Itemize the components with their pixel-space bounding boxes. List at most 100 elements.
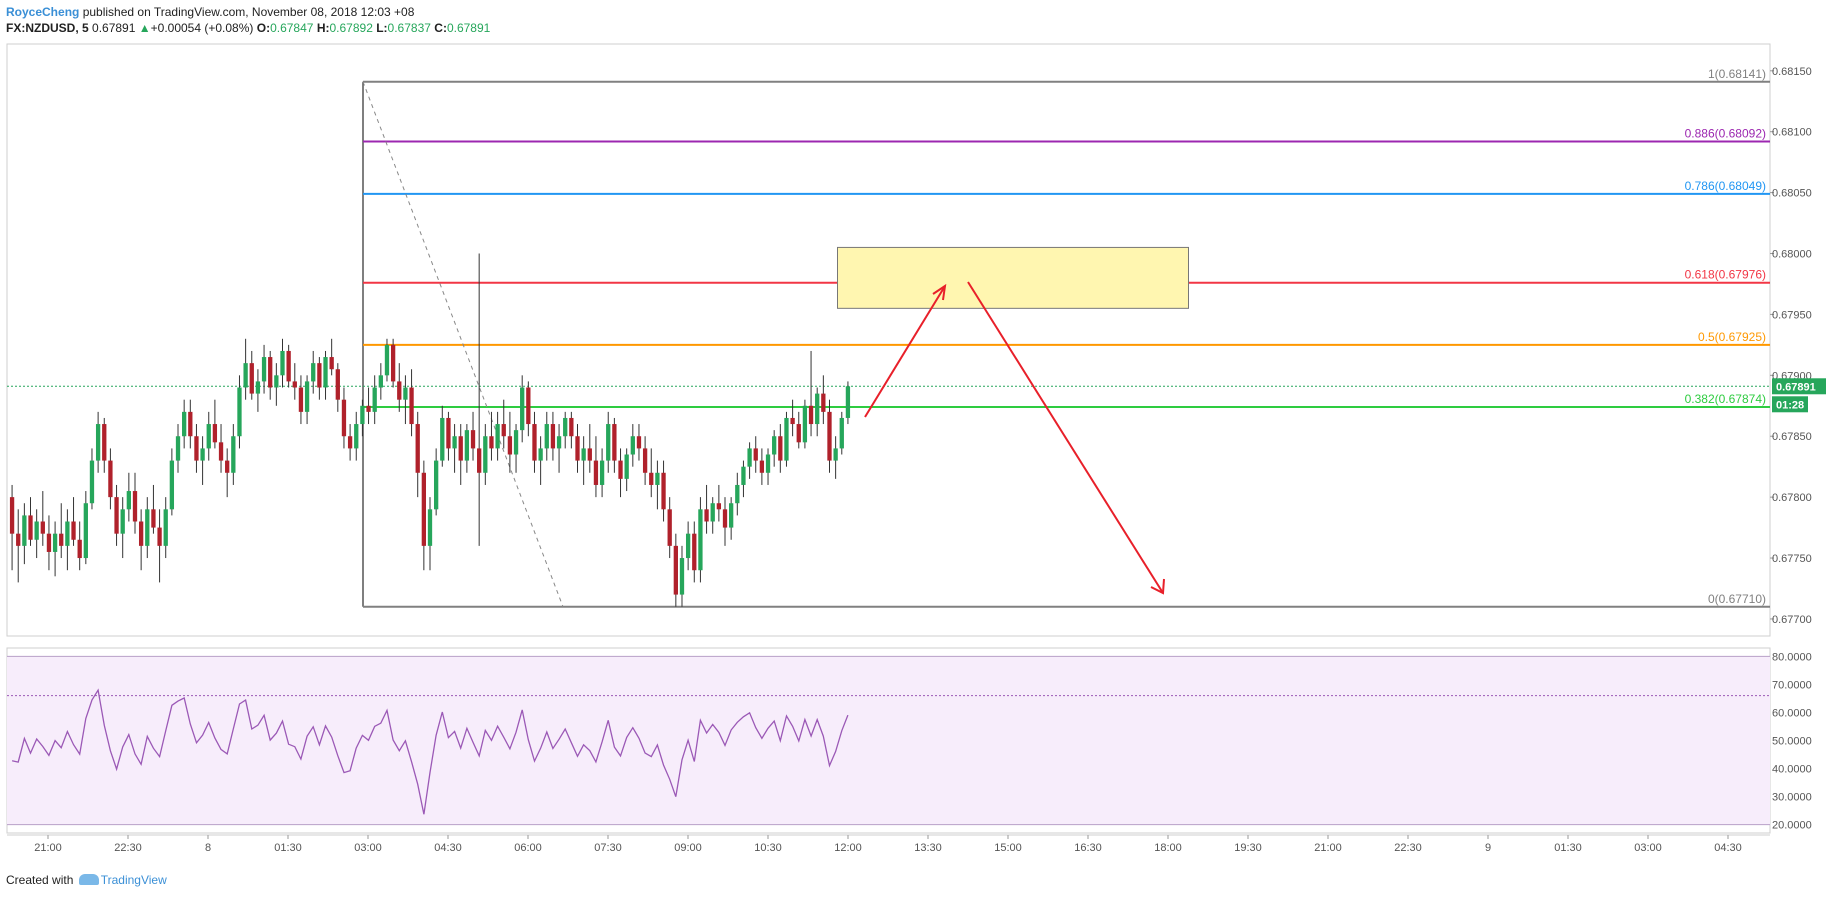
time-tick-label: 01:30 [1554, 842, 1582, 854]
time-tick-label: 8 [205, 842, 211, 854]
time-tick-label: 22:30 [1394, 842, 1422, 854]
rsi-line [11, 688, 849, 815]
candle-body [722, 509, 728, 528]
candle-body [52, 533, 58, 552]
candle-body [151, 509, 156, 528]
last-price-badge-label: 0.67891 [1776, 381, 1816, 393]
candle-body [470, 430, 476, 449]
tradingview-logo-icon [78, 874, 99, 885]
time-tick-label: 19:30 [1234, 842, 1262, 854]
time-tick-label: 9 [1485, 842, 1491, 854]
candle-body [163, 509, 168, 546]
price-tick-label: 0.67750 [1772, 553, 1812, 565]
candle-body [175, 436, 181, 461]
candle-body [145, 509, 150, 546]
candle-body [311, 363, 316, 382]
ohlc-line: FX:NZDUSD, 5 0.67891 ▲+0.00054 (+0.08%) … [6, 20, 490, 36]
candle-body [421, 472, 427, 546]
candle-body [378, 375, 383, 388]
candle-body [569, 417, 574, 437]
time-tick-label: 03:00 [354, 842, 382, 854]
candle-body [827, 411, 832, 461]
candle-body [507, 436, 513, 455]
candle-body [427, 509, 433, 546]
candle-body [796, 424, 801, 443]
candle-body [384, 344, 390, 376]
candle-body [28, 515, 33, 540]
candle-body [65, 521, 70, 546]
rsi-tick-label: 70.0000 [1772, 679, 1812, 691]
candle-body [206, 424, 211, 449]
candle-body [784, 417, 789, 461]
candle-body [655, 472, 660, 485]
candle-body [618, 460, 623, 479]
resistance-zone-box [837, 246, 1189, 309]
candle-body [759, 460, 765, 473]
candle-body [360, 405, 365, 425]
candle-body [347, 436, 353, 449]
time-tick-label: 15:00 [994, 842, 1022, 854]
time-tick-label: 09:00 [674, 842, 702, 854]
candle-body [200, 448, 205, 461]
price-tick-label: 0.68050 [1772, 188, 1812, 200]
candle-body [102, 424, 107, 461]
time-tick-label: 16:30 [1074, 842, 1102, 854]
up-triangle-icon: ▲ [138, 21, 151, 35]
rsi-band [7, 656, 1770, 825]
candle-body [692, 533, 697, 571]
price-tick-label: 0.67950 [1772, 309, 1812, 321]
candle-body [538, 448, 543, 461]
symbol-label[interactable]: FX:NZDUSD, 5 [6, 21, 89, 35]
candle-body [108, 460, 113, 498]
candle-body [685, 533, 691, 559]
candle-body [839, 417, 844, 449]
candle-body [433, 460, 439, 510]
candle-body [188, 411, 193, 437]
close-label: C: [434, 21, 447, 35]
publish-line: RoyceCheng published on TradingView.com,… [6, 4, 490, 20]
candle-body [747, 448, 752, 467]
candle-body [710, 503, 715, 522]
countdown-badge [1772, 396, 1808, 413]
candle-body [268, 357, 273, 388]
candle-body [415, 424, 420, 473]
candle-body [225, 460, 230, 473]
time-tick-label: 18:00 [1154, 842, 1182, 854]
candle-body [323, 357, 328, 388]
candle-body [845, 386, 851, 418]
candle-body [446, 417, 451, 449]
candle-body [489, 436, 494, 449]
candle-body [354, 424, 359, 449]
candle-body [575, 436, 580, 461]
candle-body [452, 436, 457, 449]
candle-body [495, 424, 500, 449]
open-value: 0.67847 [270, 21, 314, 35]
candle-body [9, 497, 15, 534]
candle-body [286, 350, 291, 382]
candle-body [679, 558, 685, 595]
candle-body [409, 387, 414, 425]
candle-body [169, 460, 175, 510]
fib-level-label: 0(0.67710) [1708, 592, 1766, 606]
candle-body [458, 436, 463, 461]
candle-body [77, 539, 82, 559]
candle-body [544, 424, 549, 449]
candle-body [790, 417, 795, 425]
candle-body [335, 369, 340, 400]
countdown-badge-label: 01:28 [1776, 399, 1804, 411]
candle-body [231, 436, 236, 473]
author-link[interactable]: RoyceCheng [6, 5, 80, 19]
candle-body [249, 363, 254, 394]
rsi-tick-label: 80.0000 [1772, 651, 1812, 663]
fib-level-label: 0.618(0.67976) [1685, 268, 1766, 282]
tradingview-link[interactable]: TradingView [100, 873, 167, 887]
candle-body [274, 375, 279, 388]
price-tick-label: 0.68150 [1772, 66, 1812, 78]
time-tick-label: 07:30 [594, 842, 622, 854]
price-pane-frame [6, 43, 1771, 637]
chart-header: RoyceCheng published on TradingView.com,… [6, 4, 490, 36]
candle-body [298, 387, 304, 412]
price-tick-label: 0.67800 [1772, 492, 1812, 504]
candle-body [71, 521, 76, 540]
